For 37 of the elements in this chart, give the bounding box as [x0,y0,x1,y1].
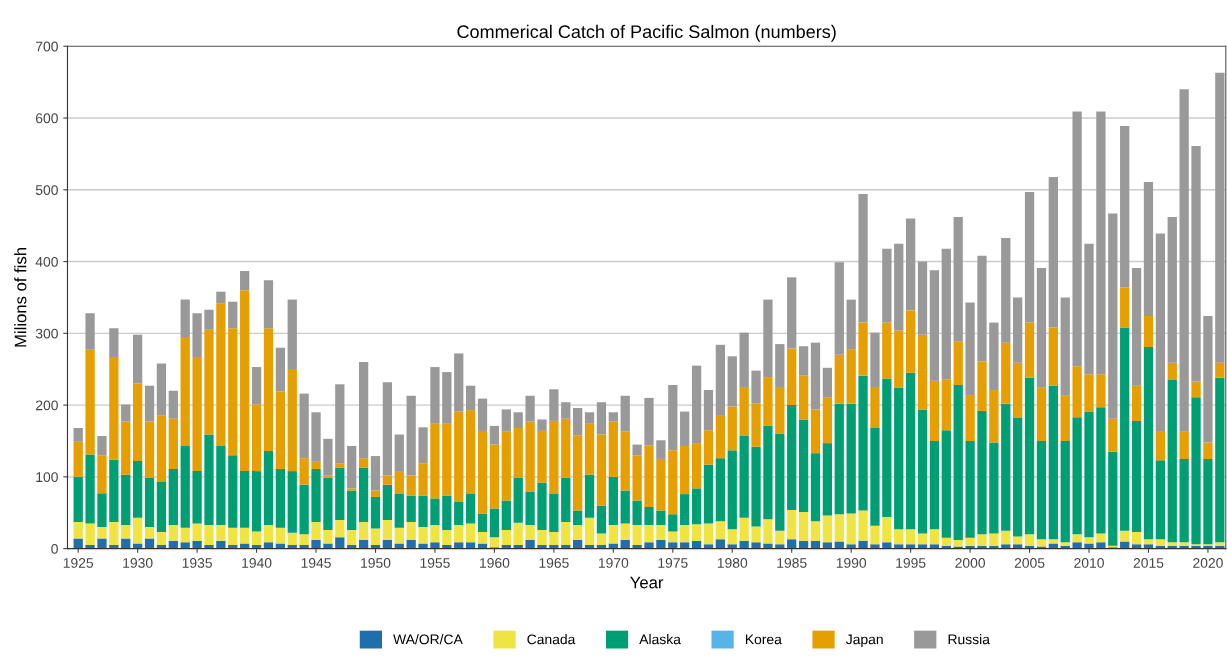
legend-label: Russia [948,634,990,645]
x-tick-label: 1935 [182,558,212,568]
x-tick-label: 1930 [123,558,153,568]
x-tick-label: 1980 [717,558,748,568]
y-axis-title: Milions of fish [14,248,27,347]
x-tick-label: 2015 [1133,558,1164,568]
x-tick-label: 1985 [777,558,807,568]
x-tick-label: 1950 [361,558,391,568]
x-tick-label: 1975 [658,558,688,568]
legend-label: Korea [745,634,782,645]
legend-label: Japan [845,634,883,648]
x-tick-label: 2020 [1193,558,1223,568]
y-tick-label: 0 [51,543,58,554]
legend-label: Alaska [639,634,681,645]
legend-label: WA/OR/CA [393,634,463,645]
y-tick-label: 500 [35,185,58,195]
x-tick-label: 1945 [301,558,331,568]
x-tick-label: 1995 [896,558,926,568]
y-tick-label: 700 [36,41,58,52]
y-tick-label: 600 [35,113,58,124]
x-axis-title: Year [630,576,664,589]
legend-label: Canada [527,634,576,645]
x-tick-label: 2005 [1014,558,1045,568]
x-tick-label: 2010 [1074,558,1104,568]
x-tick-label: 1940 [242,558,272,568]
x-tick-label: 1955 [420,558,450,568]
x-tick-label: 1960 [480,558,510,568]
y-tick-label: 400 [35,256,58,267]
x-tick-label: 1970 [598,558,629,568]
x-tick-label: 2000 [955,558,985,568]
y-tick-label: 100 [36,472,58,483]
x-tick-label: 1965 [539,558,569,568]
chart-title: Commerical Catch of Pacific Salmon (numbers) [457,24,836,42]
x-tick-label: 1990 [836,558,867,568]
y-tick-label: 200 [35,400,58,411]
x-tick-label: 1925 [63,558,94,568]
y-tick-label: 300 [35,328,58,339]
